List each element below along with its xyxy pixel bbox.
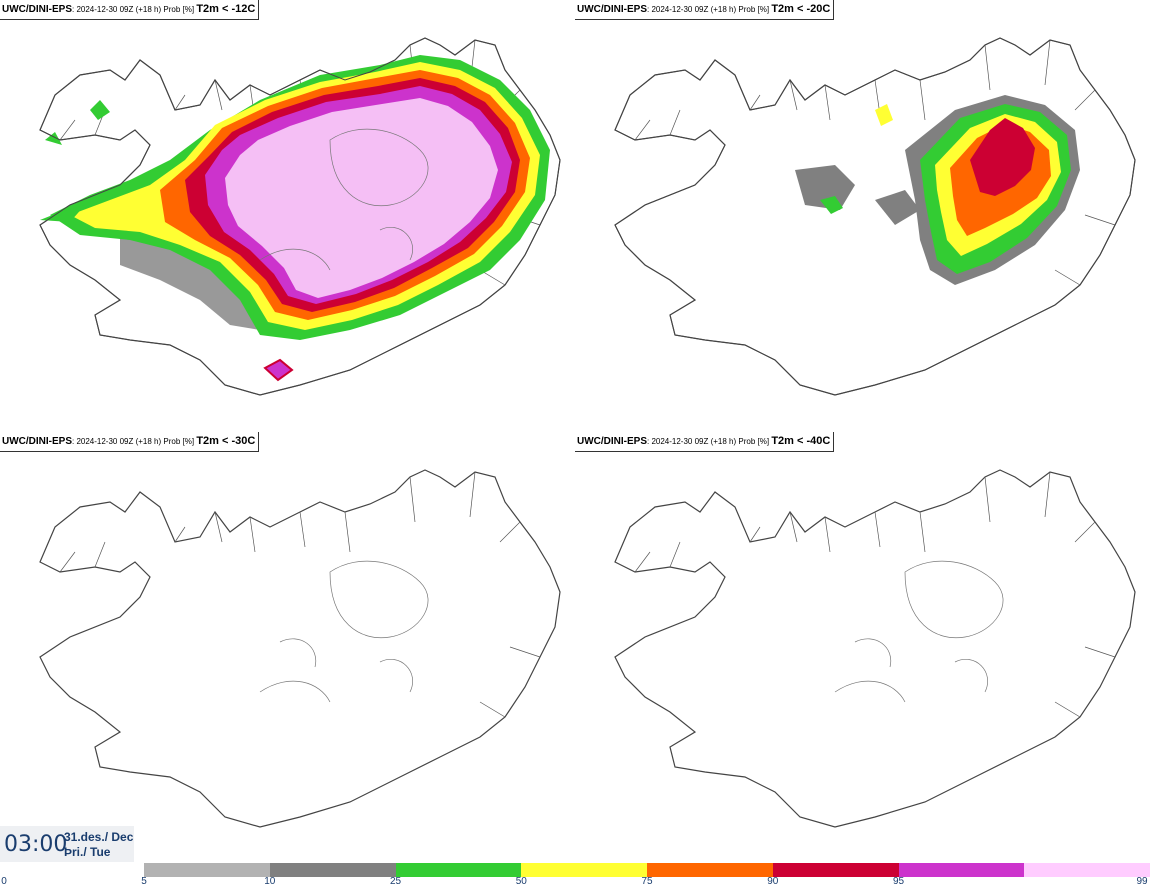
colorbar-tick-label: 25 bbox=[389, 876, 402, 887]
valid-time-box: 03:00 31.des./ Dec Þri./ Tue bbox=[0, 826, 134, 862]
model-name: UWC/DINI-EPS bbox=[2, 436, 72, 447]
threshold-label: T2m < -12C bbox=[196, 3, 256, 15]
colorbar-segment bbox=[395, 863, 522, 877]
run-info: : 2024-12-30 09Z (+18 h) Prob [%] bbox=[72, 437, 195, 446]
panel-title: UWC/DINI-EPS: 2024-12-30 09Z (+18 h) Pro… bbox=[0, 432, 260, 452]
colorbar-segment bbox=[1024, 863, 1150, 877]
map-panel-t2m-minus-30: UWC/DINI-EPS: 2024-12-30 09Z (+18 h) Pro… bbox=[0, 432, 575, 862]
map-panel-t2m-minus-40: UWC/DINI-EPS: 2024-12-30 09Z (+18 h) Pro… bbox=[575, 432, 1150, 862]
run-info: : 2024-12-30 09Z (+18 h) Prob [%] bbox=[647, 437, 770, 446]
colorbar-tick-label: 95 bbox=[892, 876, 905, 887]
colorbar-tick-label: 50 bbox=[515, 876, 527, 887]
valid-time-clock: 03:00 bbox=[4, 832, 68, 857]
colorbar-segment bbox=[269, 863, 396, 877]
model-name: UWC/DINI-EPS bbox=[577, 4, 647, 15]
valid-date-line-1: 31.des./ Dec bbox=[64, 830, 134, 844]
colorbar-tick-labels: 0 5 10 25 50 75 90 95 99 bbox=[0, 876, 1150, 890]
colorbar-tick-label: 99 bbox=[1136, 876, 1148, 887]
panel-title: UWC/DINI-EPS: 2024-12-30 09Z (+18 h) Pro… bbox=[575, 0, 835, 20]
valid-date: 31.des./ Dec Þri./ Tue bbox=[64, 830, 133, 860]
model-name: UWC/DINI-EPS bbox=[577, 436, 647, 447]
iceland-probability-map bbox=[39, 469, 561, 828]
iceland-probability-map bbox=[39, 37, 561, 396]
colorbar-tick-label: 0 bbox=[1, 876, 7, 887]
colorbar-tick-label: 90 bbox=[767, 876, 779, 887]
colorbar-segment bbox=[521, 863, 647, 877]
colorbar-segment bbox=[144, 863, 270, 877]
valid-date-line-2: Þri./ Tue bbox=[64, 845, 111, 859]
iceland-probability-map bbox=[614, 469, 1136, 828]
model-name: UWC/DINI-EPS bbox=[2, 4, 72, 15]
probability-colorbar bbox=[144, 863, 1150, 877]
threshold-label: T2m < -40C bbox=[771, 435, 831, 447]
colorbar-tick-label: 75 bbox=[641, 876, 653, 887]
run-info: : 2024-12-30 09Z (+18 h) Prob [%] bbox=[647, 5, 770, 14]
threshold-label: T2m < -20C bbox=[771, 3, 831, 15]
map-panel-t2m-minus-12: UWC/DINI-EPS: 2024-12-30 09Z (+18 h) Pro… bbox=[0, 0, 575, 430]
iceland-probability-map bbox=[614, 37, 1136, 396]
run-info: : 2024-12-30 09Z (+18 h) Prob [%] bbox=[72, 5, 195, 14]
panel-title: UWC/DINI-EPS: 2024-12-30 09Z (+18 h) Pro… bbox=[0, 0, 260, 20]
map-panel-t2m-minus-20: UWC/DINI-EPS: 2024-12-30 09Z (+18 h) Pro… bbox=[575, 0, 1150, 430]
threshold-label: T2m < -30C bbox=[196, 435, 256, 447]
colorbar-segment bbox=[898, 863, 1025, 877]
panel-title: UWC/DINI-EPS: 2024-12-30 09Z (+18 h) Pro… bbox=[575, 432, 835, 452]
colorbar-tick-label: 10 bbox=[264, 876, 276, 887]
colorbar-segment bbox=[647, 863, 773, 877]
colorbar-tick-label: 5 bbox=[141, 876, 147, 887]
colorbar-segment bbox=[772, 863, 899, 877]
